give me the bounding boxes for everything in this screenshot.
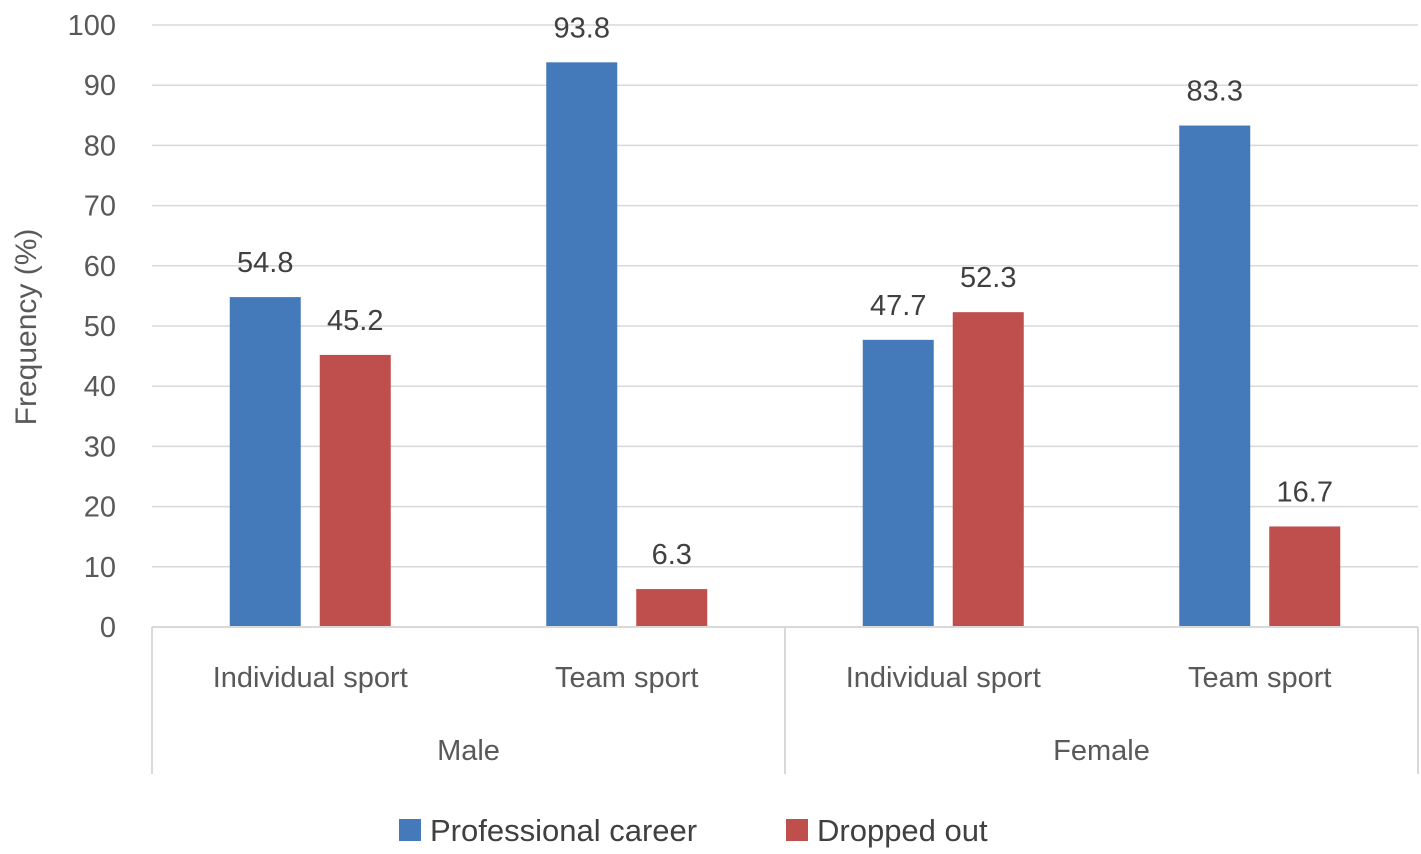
data-label: 47.7 bbox=[870, 290, 926, 322]
data-label: 93.8 bbox=[554, 12, 610, 44]
bar-dropped-out bbox=[1269, 526, 1341, 627]
bars bbox=[229, 62, 1341, 628]
bar-professional-career bbox=[862, 339, 934, 627]
y-tick-label: 40 bbox=[84, 371, 116, 403]
x-category-label: Team sport bbox=[1188, 662, 1331, 694]
data-label: 54.8 bbox=[237, 247, 293, 279]
data-label: 16.7 bbox=[1277, 476, 1333, 508]
bar-professional-career bbox=[1179, 125, 1251, 627]
y-tick-label: 90 bbox=[84, 70, 116, 102]
data-label: 52.3 bbox=[960, 262, 1016, 294]
y-tick-label: 60 bbox=[84, 251, 116, 283]
y-tick-label: 80 bbox=[84, 130, 116, 162]
legend-label: Professional career bbox=[430, 813, 697, 848]
y-tick-label: 100 bbox=[68, 10, 116, 42]
data-labels: 54.8 45.2 93.8 6.3 47.7 52.3 83.3 16.7 bbox=[237, 12, 1333, 571]
data-label: 45.2 bbox=[327, 305, 383, 337]
data-label: 83.3 bbox=[1187, 76, 1243, 108]
bar-professional-career bbox=[229, 297, 301, 627]
x-category-label: Individual sport bbox=[846, 662, 1041, 694]
x-group-label: Female bbox=[1053, 735, 1150, 767]
y-tick-label: 70 bbox=[84, 191, 116, 223]
x-category-label: Individual sport bbox=[213, 662, 408, 694]
legend-swatch bbox=[786, 819, 808, 841]
legend-swatch bbox=[399, 819, 421, 841]
x-group-label: Male bbox=[437, 735, 500, 767]
bar-professional-career bbox=[546, 62, 618, 628]
y-axis-title: Frequency (%) bbox=[10, 229, 43, 426]
bar-dropped-out bbox=[319, 354, 391, 627]
y-tick-label: 0 bbox=[100, 612, 116, 644]
legend: Professional career Dropped out bbox=[399, 813, 988, 848]
data-label: 6.3 bbox=[652, 539, 692, 571]
bar-dropped-out bbox=[636, 589, 708, 627]
y-tick-label: 20 bbox=[84, 492, 116, 524]
y-tick-label: 30 bbox=[84, 431, 116, 463]
x-axis bbox=[151, 626, 1419, 774]
bar-dropped-out bbox=[952, 312, 1024, 627]
legend-label: Dropped out bbox=[817, 813, 988, 848]
x-axis-labels: Individual sport Team sport Individual spo… bbox=[213, 662, 1332, 767]
x-category-label: Team sport bbox=[555, 662, 698, 694]
y-tick-label: 50 bbox=[84, 311, 116, 343]
y-axis-ticks: 0 10 20 30 40 50 60 70 80 90 100 bbox=[68, 10, 116, 644]
y-tick-label: 10 bbox=[84, 552, 116, 584]
